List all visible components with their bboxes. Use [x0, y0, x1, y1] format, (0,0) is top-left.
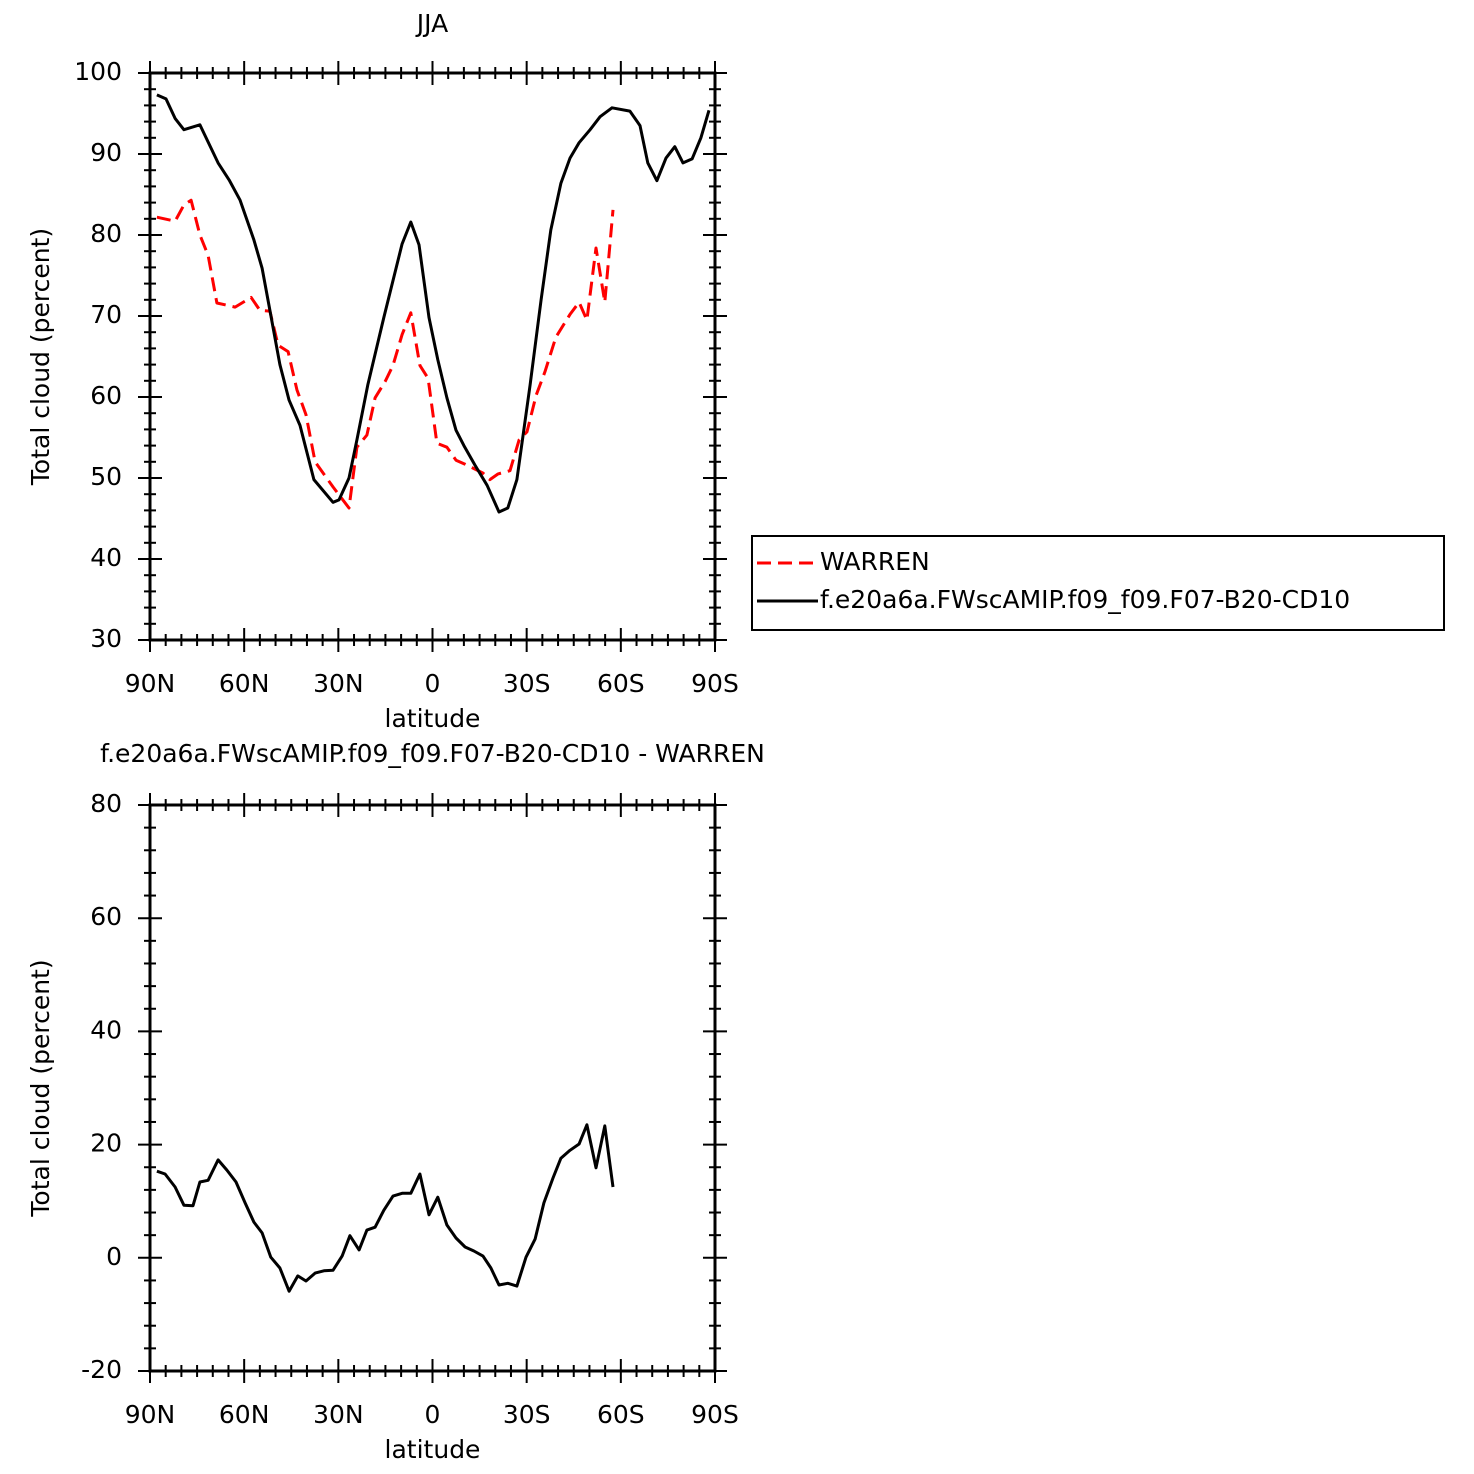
y-tick-label: 60	[90, 381, 122, 410]
y-tick-label: 80	[90, 789, 122, 818]
x-tick-label: 90N	[125, 669, 176, 698]
y-tick-label: 0	[106, 1242, 122, 1271]
x-tick-label: 90S	[691, 669, 739, 698]
x-tick-label: 30N	[313, 1400, 364, 1429]
x-axis-label: latitude	[385, 704, 481, 733]
y-tick-label: 100	[74, 57, 122, 86]
legend-label: WARREN	[820, 547, 930, 576]
x-tick-label: 0	[425, 1400, 441, 1429]
y-tick-label: 30	[90, 624, 122, 653]
legend: WARREN f.e20a6a.FWscAMIP.f09_f09.F07-B20-…	[751, 535, 1445, 631]
plot-frame	[148, 71, 717, 642]
y-tick-label: 70	[90, 300, 122, 329]
y-tick-label: 60	[90, 902, 122, 931]
y-tick-label: 50	[90, 462, 122, 491]
x-axis-label: latitude	[385, 1435, 481, 1464]
x-tick-label: 60S	[597, 669, 645, 698]
x-tick-label: 30N	[313, 669, 364, 698]
y-tick-label: 20	[90, 1129, 122, 1158]
legend-label: f.e20a6a.FWscAMIP.f09_f09.F07-B20-CD10	[820, 585, 1350, 614]
legend-box	[751, 535, 1445, 631]
data-line	[156, 1123, 615, 1293]
chart-title: JJA	[415, 9, 448, 38]
x-tick-label: 60N	[219, 669, 270, 698]
y-tick-label: 40	[90, 1015, 122, 1044]
chart-title: f.e20a6a.FWscAMIP.f09_f09.F07-B20-CD10 -…	[100, 739, 765, 768]
x-tick-label: 90N	[125, 1400, 176, 1429]
x-tick-label: 60N	[219, 1400, 270, 1429]
data-line	[156, 198, 615, 510]
x-tick-label: 0	[425, 669, 441, 698]
x-tick-label: 90S	[691, 1400, 739, 1429]
x-tick-label: 30S	[503, 1400, 551, 1429]
y-axis-label: Total cloud (percent)	[26, 959, 55, 1217]
y-axis-label: Total cloud (percent)	[26, 228, 55, 486]
x-tick-label: 60S	[597, 1400, 645, 1429]
y-tick-label: -20	[81, 1355, 122, 1384]
y-tick-label: 80	[90, 219, 122, 248]
y-tick-label: 90	[90, 138, 122, 167]
data-line	[156, 93, 711, 514]
x-tick-label: 30S	[503, 669, 551, 698]
plot-frame	[148, 803, 717, 1373]
y-tick-label: 40	[90, 543, 122, 572]
